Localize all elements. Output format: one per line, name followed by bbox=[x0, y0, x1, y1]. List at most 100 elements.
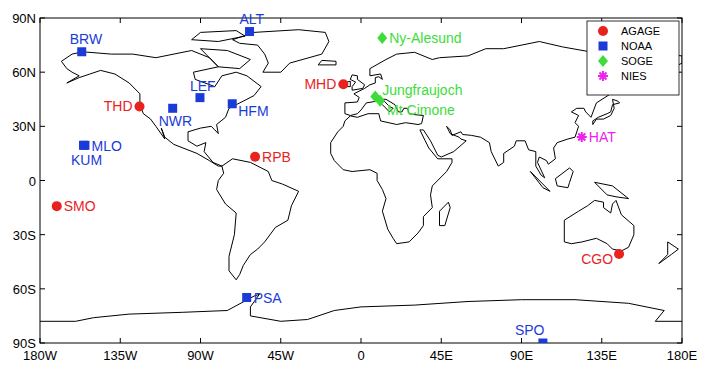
x-tick-label: 135W bbox=[103, 348, 138, 363]
legend-label: NIES bbox=[621, 70, 647, 82]
x-tick-label: 45W bbox=[267, 348, 294, 363]
x-tick bbox=[40, 18, 41, 23]
station-label: ALT bbox=[240, 11, 265, 27]
station-label: Mt Cimone bbox=[387, 102, 455, 118]
legend-label: AGAGE bbox=[621, 25, 660, 37]
coastline bbox=[318, 60, 336, 65]
y-tick-label: 60N bbox=[12, 65, 36, 80]
y-tick-label: 30S bbox=[13, 228, 36, 243]
legend-box bbox=[587, 21, 679, 95]
station-label: BRW bbox=[70, 31, 103, 47]
coastline bbox=[593, 99, 620, 124]
x-tick bbox=[280, 338, 281, 343]
x-tick-label: 90E bbox=[510, 348, 533, 363]
y-tick bbox=[677, 288, 682, 289]
map-svg: 180W135W90W45W045E90E135E180E90S60S30S03… bbox=[0, 0, 702, 367]
station-label: SPO bbox=[515, 322, 545, 338]
station-label: MHD bbox=[304, 76, 336, 92]
coastline bbox=[530, 172, 550, 192]
y-tick bbox=[40, 18, 45, 19]
coastline bbox=[555, 168, 573, 188]
station-labels: THDMHDRPBSMOCGOBRWALTLEFNWRHFMMLOKUMPSAS… bbox=[64, 11, 616, 338]
station-marker bbox=[52, 201, 62, 211]
station-markers bbox=[52, 27, 624, 343]
coastline bbox=[350, 75, 364, 90]
x-tick bbox=[682, 338, 683, 343]
legend-marker bbox=[599, 42, 608, 51]
station-marker bbox=[228, 99, 237, 108]
station-marker bbox=[250, 152, 260, 162]
y-tick bbox=[677, 234, 682, 235]
coastline bbox=[331, 42, 682, 244]
y-tick-label: 90N bbox=[12, 11, 36, 26]
plot-frame bbox=[40, 18, 682, 343]
coastline bbox=[564, 200, 634, 251]
station-label: THD bbox=[104, 98, 133, 114]
x-tick bbox=[40, 338, 41, 343]
station-label: HFM bbox=[238, 103, 268, 119]
x-tick-label: 45E bbox=[430, 348, 453, 363]
coastline bbox=[192, 31, 246, 42]
y-tick bbox=[40, 343, 45, 344]
coastline bbox=[233, 30, 329, 72]
station-marker bbox=[168, 104, 177, 113]
coastline bbox=[595, 182, 629, 198]
x-tick bbox=[361, 18, 362, 23]
legend-label: SOGE bbox=[621, 55, 653, 67]
x-tick-label: 90W bbox=[187, 348, 214, 363]
coastline bbox=[201, 49, 251, 69]
station-label: PSA bbox=[254, 290, 283, 306]
x-tick bbox=[521, 18, 522, 23]
x-tick bbox=[120, 338, 121, 343]
x-tick bbox=[120, 18, 121, 23]
x-tick-label: 135E bbox=[587, 348, 618, 363]
station-label: RPB bbox=[262, 149, 291, 165]
x-tick-label: 0 bbox=[357, 348, 364, 363]
station-marker bbox=[77, 47, 86, 56]
station-marker bbox=[577, 132, 587, 142]
x-tick bbox=[682, 18, 683, 23]
x-tick bbox=[200, 18, 201, 23]
coastline bbox=[440, 202, 451, 225]
legend-marker bbox=[598, 71, 608, 81]
legend-marker bbox=[598, 55, 608, 67]
station-marker bbox=[614, 249, 624, 259]
x-tick bbox=[441, 18, 442, 23]
x-tick bbox=[280, 18, 281, 23]
y-tick bbox=[40, 288, 45, 289]
y-tick bbox=[677, 180, 682, 181]
station-marker bbox=[377, 32, 387, 44]
station-label: HAT bbox=[589, 129, 616, 145]
station-label: Jungfraujoch bbox=[382, 82, 462, 98]
station-marker bbox=[80, 141, 89, 150]
x-tick bbox=[200, 338, 201, 343]
y-tick bbox=[40, 180, 45, 181]
station-marker bbox=[195, 93, 204, 102]
y-tick bbox=[677, 126, 682, 127]
x-tick bbox=[361, 338, 362, 343]
y-tick bbox=[40, 126, 45, 127]
y-tick-label: 60S bbox=[13, 282, 36, 297]
station-label: NWR bbox=[159, 113, 192, 129]
x-tick bbox=[601, 338, 602, 343]
y-tick-label: 30N bbox=[12, 119, 36, 134]
station-marker bbox=[538, 339, 547, 344]
coastline bbox=[659, 242, 679, 264]
x-tick bbox=[441, 338, 442, 343]
coastline bbox=[217, 159, 299, 280]
station-label: SMO bbox=[64, 198, 96, 214]
station-marker bbox=[338, 79, 348, 89]
station-marker bbox=[245, 27, 254, 36]
station-label: Ny-Alesund bbox=[389, 30, 461, 46]
station-label: KUM bbox=[71, 152, 102, 168]
coastlines bbox=[40, 30, 682, 322]
station-marker bbox=[135, 101, 145, 111]
station-marker bbox=[242, 293, 251, 302]
y-tick bbox=[40, 72, 45, 73]
y-tick-label: 0 bbox=[29, 174, 36, 189]
station-label: CGO bbox=[581, 251, 613, 267]
y-tick bbox=[40, 234, 45, 235]
legend-marker bbox=[598, 26, 608, 36]
y-tick-label: 90S bbox=[13, 336, 36, 351]
coastline bbox=[40, 294, 682, 321]
